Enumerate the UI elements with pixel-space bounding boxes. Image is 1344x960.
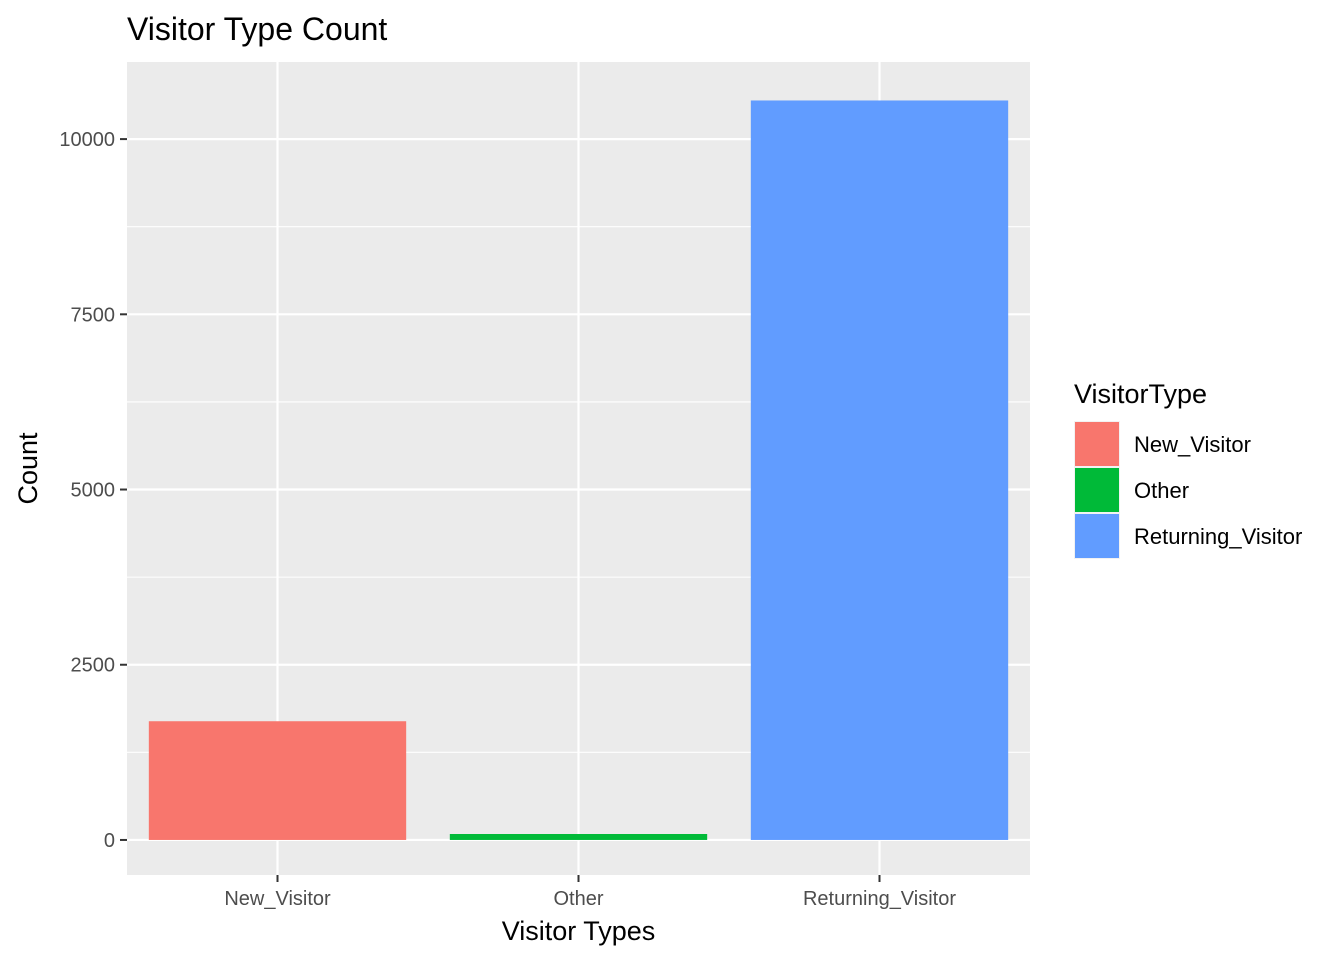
legend-label: Returning_Visitor: [1134, 524, 1302, 549]
legend: VisitorType New_Visitor Other Returning_Vi…: [1074, 379, 1302, 559]
x-tick-label: New_Visitor: [224, 888, 331, 910]
legend-swatch: [1075, 468, 1119, 512]
legend-label: Other: [1134, 478, 1189, 503]
x-axis-title: Visitor Types: [502, 916, 656, 946]
y-tick-label: 7500: [71, 304, 116, 326]
y-tick-label: 5000: [71, 480, 116, 502]
x-tick-label: Other: [553, 888, 603, 910]
bar-other: [449, 833, 708, 840]
y-axis: 0 2500 5000 7500 10000: [59, 129, 127, 852]
bar-new-visitor: [148, 721, 407, 840]
legend-swatch: [1075, 422, 1119, 466]
bars: [148, 100, 1009, 840]
y-tick-label: 10000: [59, 129, 115, 151]
x-axis: New_Visitor Other Returning_Visitor: [224, 875, 956, 910]
legend-label: New_Visitor: [1134, 432, 1251, 457]
x-tick-label: Returning_Visitor: [803, 888, 956, 910]
y-axis-title: Count: [13, 432, 43, 505]
legend-title: VisitorType: [1074, 379, 1207, 409]
y-tick-label: 0: [104, 830, 115, 852]
chart-title: Visitor Type Count: [127, 11, 387, 47]
y-tick-label: 2500: [71, 655, 116, 677]
legend-entries: New_Visitor Other Returning_Visitor: [1074, 421, 1302, 559]
bar-returning-visitor: [750, 100, 1009, 840]
legend-swatch: [1075, 514, 1119, 558]
